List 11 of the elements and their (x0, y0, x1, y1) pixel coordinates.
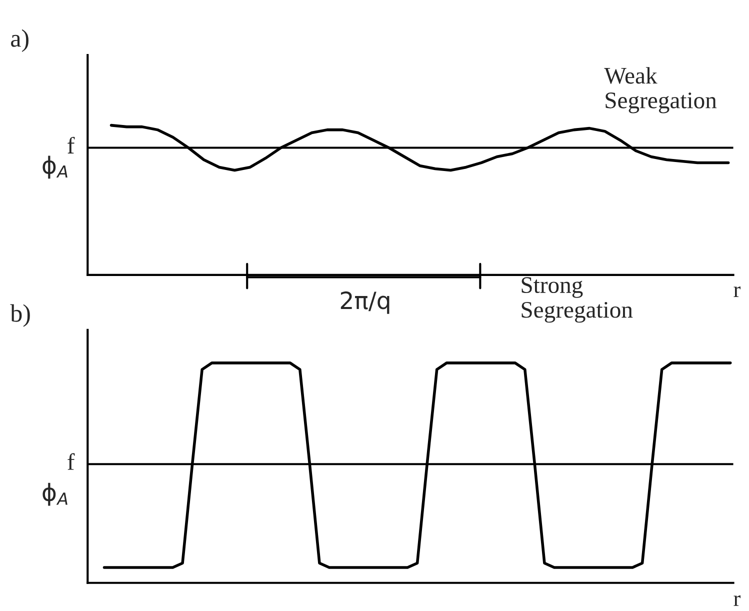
chart-title: a) (11, 29, 28, 52)
ref-line-label: f (68, 136, 75, 154)
x-axis-title: r (734, 595, 740, 606)
chart-title: b) (10, 304, 30, 327)
x-axis-title: r (734, 286, 740, 297)
text: 2π/q (340, 291, 390, 314)
y-axis-title: ϕ$_{A}$ (42, 156, 68, 179)
text: Strong Segregation (522, 277, 633, 323)
y-axis-title: ϕ$_{A}$ (42, 482, 68, 506)
ref-line-label: f (68, 453, 75, 470)
text: Weak Segregation (604, 67, 717, 114)
